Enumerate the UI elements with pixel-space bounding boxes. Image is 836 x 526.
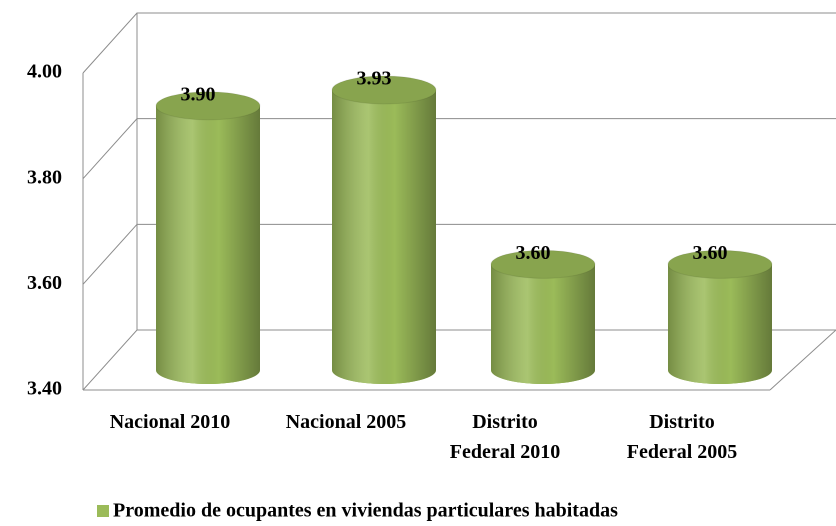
cylinder-top — [667, 249, 773, 279]
value-label: 3.90 — [181, 83, 216, 105]
value-label: 3.60 — [693, 242, 728, 264]
grid-line — [82, 118, 836, 180]
x-tick-label: Distrito Federal 2005 — [627, 411, 738, 463]
cylinder-top — [490, 249, 596, 279]
grid-line — [82, 12, 836, 74]
cylinder-top — [331, 75, 437, 105]
y-tick-label: 3.60 — [27, 272, 62, 294]
cylinder-shade — [491, 264, 595, 384]
value-label: 3.93 — [357, 68, 392, 90]
cylinder-top-shade — [668, 250, 772, 279]
y-tick-label: 3.40 — [27, 378, 62, 400]
cylinder-shade — [332, 89, 436, 384]
y-tick-label: 4.00 — [27, 61, 62, 83]
cylinder-top-shade — [332, 75, 436, 104]
cylinder-top-shade — [491, 250, 595, 279]
cylinder-shade — [156, 105, 260, 384]
grid-line — [82, 223, 836, 285]
x-tick-label: Nacional 2005 — [286, 411, 407, 433]
y-tick-label: 3.80 — [27, 166, 62, 188]
frame — [82, 13, 836, 391]
legend-label: Promedio de ocupantes en viviendas parti… — [113, 500, 618, 522]
grid-line — [82, 329, 836, 391]
x-tick-label: Distrito Federal 2010 — [450, 411, 561, 463]
cylinder-top-shade — [156, 91, 260, 120]
cylinder-top — [155, 91, 261, 121]
x-tick-label: Nacional 2010 — [110, 411, 231, 433]
cylinder-shade — [668, 264, 772, 384]
legend-swatch — [97, 505, 109, 517]
value-label: 3.60 — [516, 242, 551, 264]
